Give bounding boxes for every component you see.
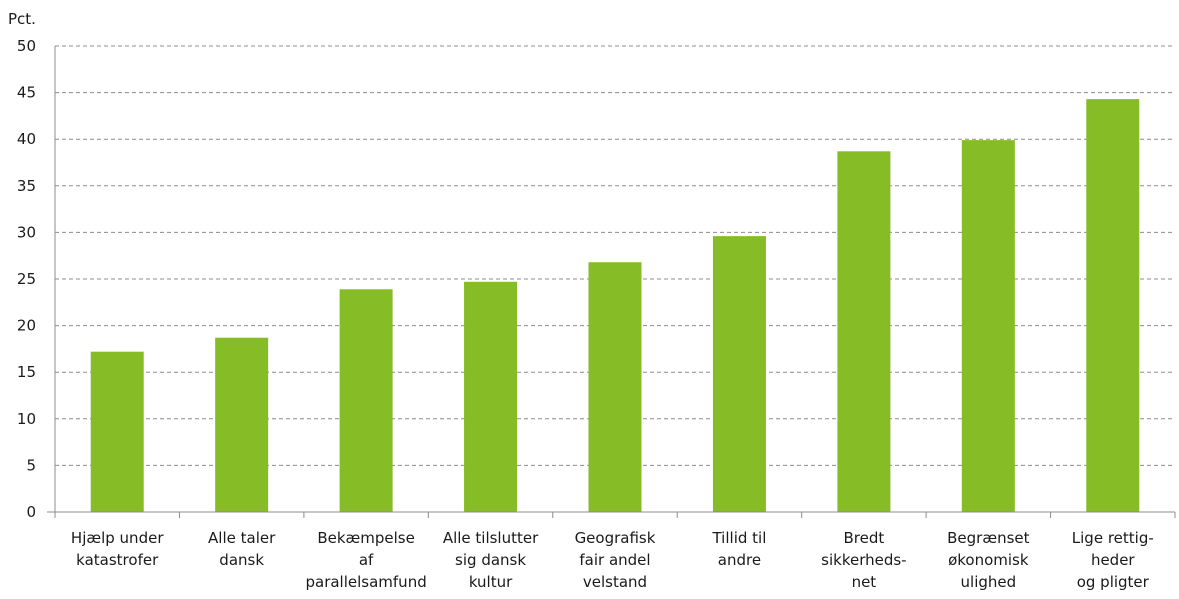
y-tick-label: 10 bbox=[17, 410, 36, 428]
x-category-label: Lige rettig- bbox=[1072, 529, 1154, 547]
x-category-label: sikkerheds- bbox=[821, 551, 906, 569]
x-category-label: Hjælp under bbox=[71, 529, 164, 547]
x-category-label: sig dansk bbox=[455, 551, 526, 569]
x-category-label: andre bbox=[718, 551, 761, 569]
y-tick-label: 0 bbox=[26, 503, 36, 521]
x-category-label: dansk bbox=[219, 551, 264, 569]
bars bbox=[90, 99, 1140, 513]
x-category-label: Alle taler bbox=[208, 529, 276, 547]
bar bbox=[339, 289, 393, 512]
y-axis-unit-label: Pct. bbox=[8, 10, 36, 28]
y-tick-label: 5 bbox=[26, 456, 36, 474]
x-axis-category-labels: Hjælp under katastrofer Alle taler dansk Bek… bbox=[71, 529, 1154, 591]
bar bbox=[1086, 99, 1140, 513]
bar bbox=[837, 151, 891, 513]
bar bbox=[588, 262, 642, 512]
y-tick-label: 50 bbox=[17, 37, 36, 55]
x-category-label: ulighed bbox=[961, 573, 1017, 591]
y-tick-label: 45 bbox=[17, 84, 36, 102]
bar bbox=[215, 337, 269, 512]
x-category-label: Begrænset bbox=[947, 529, 1029, 547]
x-category-label: fair andel bbox=[579, 551, 650, 569]
x-category-label: Geografisk bbox=[575, 529, 656, 547]
x-category-label: Alle tilslutter bbox=[443, 529, 539, 547]
bar bbox=[712, 236, 766, 513]
x-category-label: Bredt bbox=[844, 529, 885, 547]
x-category-label: parallelsamfund bbox=[305, 573, 426, 591]
x-category-label: Bekæmpelse bbox=[317, 529, 415, 547]
y-tick-label: 40 bbox=[17, 130, 36, 148]
x-category-label: økonomisk bbox=[948, 551, 1029, 569]
x-category-label: net bbox=[852, 573, 877, 591]
y-axis-tick-labels: 0 5 10 15 20 25 30 35 40 45 50 bbox=[17, 37, 36, 521]
y-tick-label: 35 bbox=[17, 177, 36, 195]
x-category-label: af bbox=[359, 551, 374, 569]
axes bbox=[47, 46, 1176, 518]
bar bbox=[90, 351, 144, 512]
x-category-label: og pligter bbox=[1077, 573, 1150, 591]
x-category-label: katastrofer bbox=[76, 551, 159, 569]
y-tick-label: 20 bbox=[17, 317, 36, 335]
x-category-label: velstand bbox=[583, 573, 647, 591]
x-category-label: heder bbox=[1091, 551, 1135, 569]
y-tick-label: 25 bbox=[17, 270, 36, 288]
bar bbox=[961, 140, 1015, 512]
y-tick-label: 15 bbox=[17, 363, 36, 381]
x-category-label: Tillid til bbox=[711, 529, 766, 547]
x-category-label: kultur bbox=[469, 573, 513, 591]
y-tick-label: 30 bbox=[17, 223, 36, 241]
bar bbox=[464, 281, 518, 512]
